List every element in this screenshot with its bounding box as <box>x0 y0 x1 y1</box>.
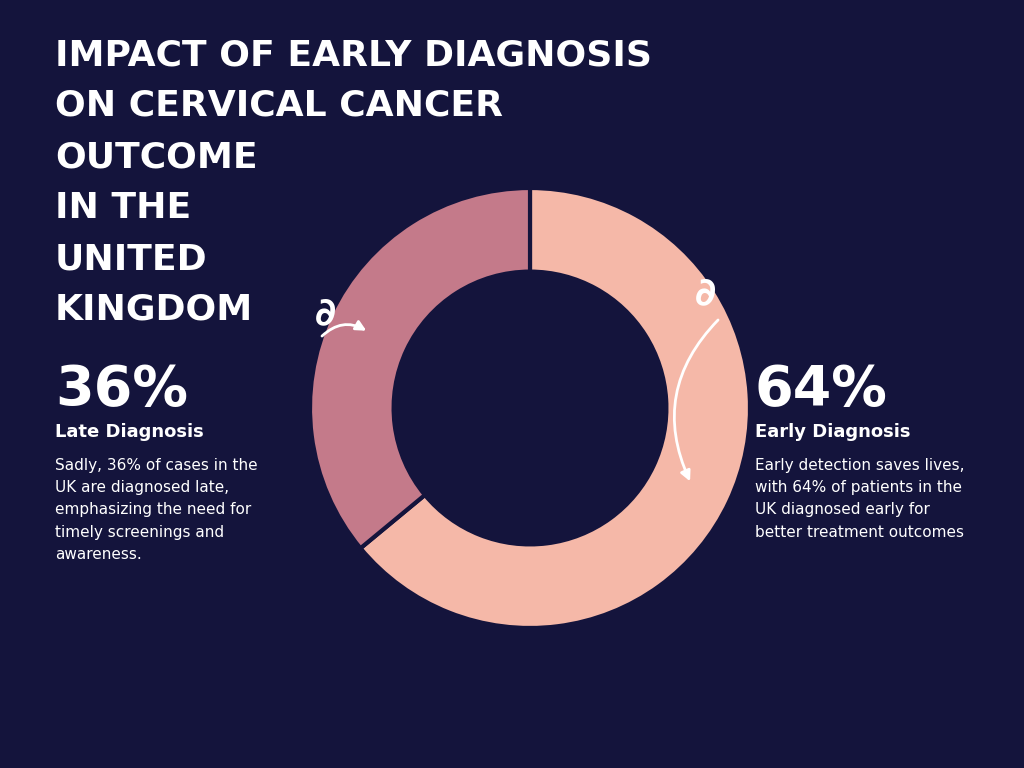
Text: IMPACT OF EARLY DIAGNOSIS: IMPACT OF EARLY DIAGNOSIS <box>55 38 652 72</box>
Text: ∂: ∂ <box>694 274 716 312</box>
Text: ∂: ∂ <box>314 294 336 332</box>
Text: KINGDOM: KINGDOM <box>55 293 253 327</box>
Text: Late Diagnosis: Late Diagnosis <box>55 423 204 441</box>
Text: Early Diagnosis: Early Diagnosis <box>755 423 910 441</box>
Text: ON CERVICAL CANCER: ON CERVICAL CANCER <box>55 89 503 123</box>
Text: Sadly, 36% of cases in the
UK are diagnosed late,
emphasizing the need for
timel: Sadly, 36% of cases in the UK are diagno… <box>55 458 258 562</box>
Text: 36%: 36% <box>55 363 188 417</box>
Text: OUTCOME: OUTCOME <box>55 140 258 174</box>
Wedge shape <box>310 188 530 548</box>
Text: 64%: 64% <box>755 363 888 417</box>
Text: UNITED: UNITED <box>55 242 208 276</box>
Text: IN THE: IN THE <box>55 191 191 225</box>
Wedge shape <box>360 188 750 628</box>
Text: Early detection saves lives,
with 64% of patients in the
UK diagnosed early for
: Early detection saves lives, with 64% of… <box>755 458 965 540</box>
